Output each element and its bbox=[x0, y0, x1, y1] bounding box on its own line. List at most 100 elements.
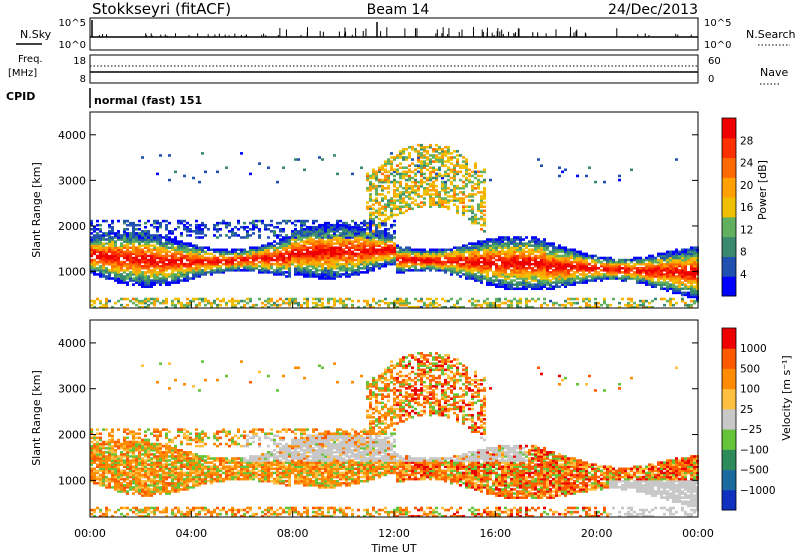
power-cell bbox=[423, 176, 426, 180]
power-cell bbox=[639, 281, 642, 284]
power-cell bbox=[126, 266, 129, 270]
power-cell bbox=[183, 254, 186, 258]
power-cell bbox=[348, 240, 351, 243]
nsky-label: N.Sky bbox=[20, 28, 52, 41]
power-cell bbox=[558, 273, 561, 276]
power-cell bbox=[480, 211, 483, 215]
power-cell bbox=[687, 254, 690, 258]
power-cell bbox=[594, 254, 597, 258]
power-cell bbox=[201, 223, 204, 227]
power-cell bbox=[483, 250, 486, 254]
power-cell bbox=[444, 191, 447, 194]
power-cell bbox=[252, 228, 255, 231]
power-cell bbox=[384, 207, 387, 211]
power-cell bbox=[519, 271, 522, 274]
power-cell bbox=[588, 262, 591, 266]
power-cell bbox=[453, 150, 456, 153]
power-cell bbox=[372, 207, 375, 211]
power-cell bbox=[462, 156, 465, 159]
power-cell bbox=[462, 205, 465, 208]
power-cell bbox=[255, 264, 258, 268]
power-cell bbox=[453, 178, 456, 182]
power-cell bbox=[282, 219, 285, 223]
power-cell bbox=[378, 264, 381, 268]
power-cell bbox=[168, 254, 171, 258]
power-cell bbox=[135, 228, 138, 231]
power-cell bbox=[291, 260, 294, 264]
power-cell bbox=[123, 232, 126, 235]
power-cell bbox=[417, 299, 420, 303]
power-cell bbox=[165, 297, 168, 301]
power-cell bbox=[540, 240, 543, 243]
power-cell bbox=[372, 262, 375, 266]
power-cell bbox=[594, 297, 597, 301]
power-cell bbox=[159, 242, 162, 245]
power-cell bbox=[237, 269, 240, 272]
power-cell bbox=[531, 273, 534, 276]
power-cell bbox=[108, 232, 111, 235]
power-cell bbox=[675, 258, 678, 262]
power-cell bbox=[183, 244, 186, 247]
power-cell bbox=[390, 207, 393, 211]
power-cell bbox=[531, 252, 534, 256]
power-cell bbox=[282, 166, 285, 170]
power-cell bbox=[405, 174, 408, 178]
power-cell bbox=[264, 223, 267, 227]
power-cell bbox=[429, 143, 432, 147]
power-cell bbox=[537, 256, 540, 260]
power-cell bbox=[393, 199, 396, 202]
power-cell bbox=[666, 264, 669, 268]
power-cell bbox=[351, 219, 354, 223]
power-cell bbox=[363, 250, 366, 254]
power-cell bbox=[120, 254, 123, 258]
power-cell bbox=[405, 156, 408, 159]
power-cell bbox=[543, 275, 546, 278]
power-cell bbox=[153, 258, 156, 262]
power-cell bbox=[222, 262, 225, 266]
power-cell bbox=[336, 219, 339, 223]
power-cell bbox=[99, 238, 102, 241]
power-cell bbox=[357, 228, 360, 231]
power-cell bbox=[426, 152, 429, 155]
power-cell bbox=[477, 252, 480, 256]
power-cell bbox=[498, 266, 501, 270]
power-cell bbox=[324, 225, 327, 229]
power-cell bbox=[381, 246, 384, 250]
y-tick-label: 4000 bbox=[58, 129, 86, 142]
power-cell bbox=[612, 264, 615, 268]
power-cell bbox=[246, 258, 249, 262]
power-cell bbox=[690, 262, 693, 266]
power-cell bbox=[384, 234, 387, 237]
power-cell bbox=[693, 299, 696, 303]
power-cell bbox=[336, 248, 339, 252]
power-cell bbox=[636, 269, 639, 272]
power-cell bbox=[477, 217, 480, 221]
power-cell bbox=[384, 160, 387, 163]
power-cell bbox=[675, 248, 678, 252]
power-cell bbox=[405, 258, 408, 262]
power-cell bbox=[273, 252, 276, 256]
power-cell bbox=[114, 246, 117, 250]
power-cell bbox=[225, 301, 228, 305]
power-cell bbox=[504, 279, 507, 282]
power-cell bbox=[339, 264, 342, 268]
power-cell bbox=[504, 271, 507, 274]
power-cell bbox=[318, 230, 321, 233]
power-cell bbox=[408, 254, 411, 258]
power-cell bbox=[489, 238, 492, 241]
power-cell bbox=[156, 281, 159, 284]
power-cell bbox=[351, 252, 354, 256]
power-cell bbox=[342, 252, 345, 256]
power-cell bbox=[339, 273, 342, 276]
power-cell bbox=[339, 240, 342, 243]
power-cell bbox=[183, 223, 186, 227]
power-cell bbox=[276, 305, 279, 309]
power-cell bbox=[357, 236, 360, 239]
power-cell bbox=[195, 266, 198, 270]
power-cell bbox=[567, 258, 570, 262]
power-cell bbox=[141, 232, 144, 235]
power-cell bbox=[372, 168, 375, 172]
power-cell bbox=[282, 266, 285, 270]
power-cell bbox=[420, 252, 423, 256]
